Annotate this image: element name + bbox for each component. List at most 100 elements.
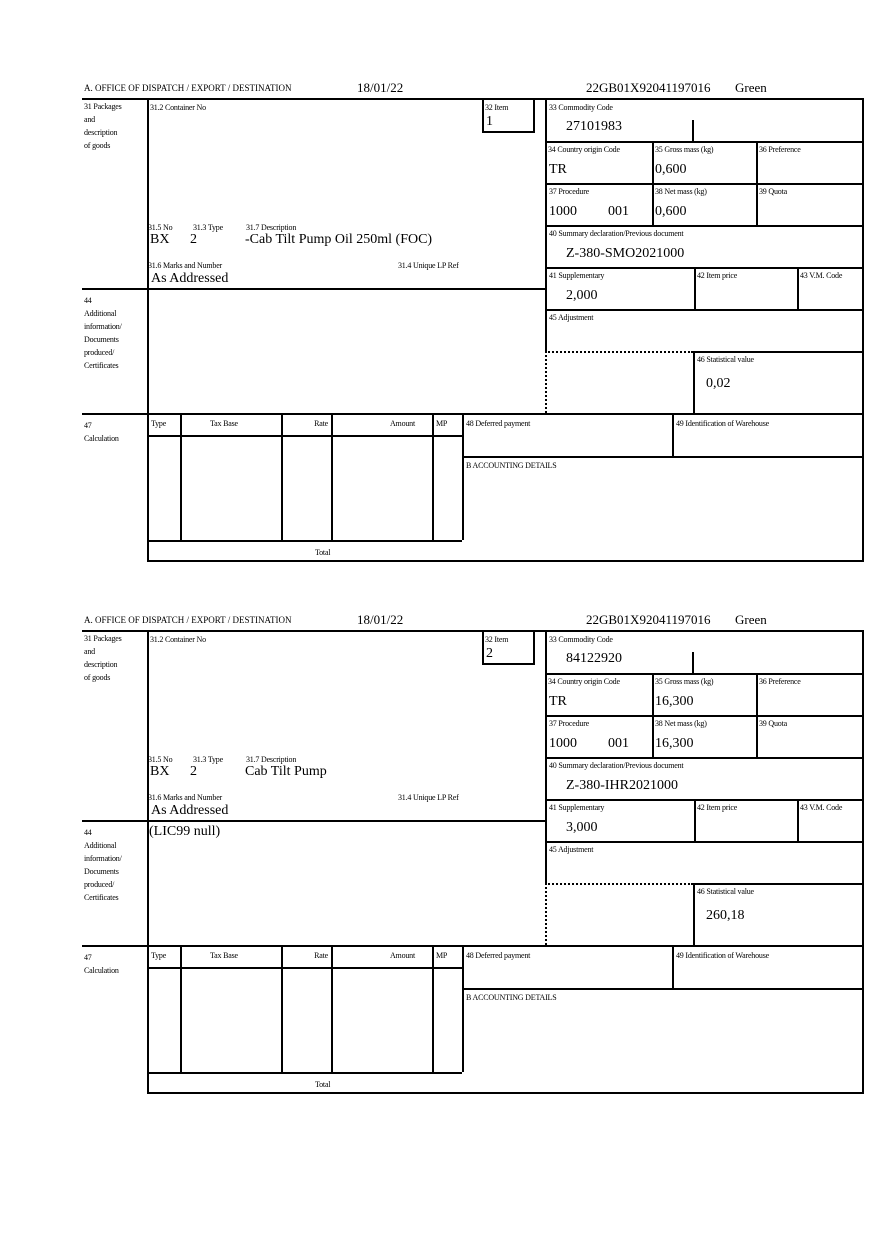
no-value: BX [150, 764, 170, 779]
divider [756, 141, 758, 225]
divider [797, 799, 799, 841]
divider [545, 630, 547, 883]
calc-tax-base-header: Tax Base [210, 419, 238, 428]
warehouse-label: 49 Identification of Warehouse [676, 951, 769, 960]
divider [693, 351, 862, 353]
divider [672, 945, 674, 988]
divider [545, 183, 862, 185]
label-line: Additional [84, 841, 117, 850]
label-line: description [84, 660, 118, 669]
divider [281, 413, 283, 540]
divider [545, 673, 862, 675]
item-label: 32 Item [485, 103, 509, 112]
divider [533, 630, 535, 663]
divider [862, 98, 864, 562]
divider [482, 131, 535, 133]
warehouse-label: 49 Identification of Warehouse [676, 419, 769, 428]
divider [862, 630, 864, 1094]
divider [82, 945, 862, 947]
divider [797, 267, 799, 309]
divider [545, 715, 862, 717]
marks-value: As Addressed [151, 271, 229, 286]
divider [432, 413, 434, 540]
dotted-divider [545, 883, 693, 885]
label-line: of goods [84, 141, 111, 150]
divider [147, 98, 149, 562]
type-label: 31.3 Type [193, 755, 223, 764]
calc-type-header: Type [151, 951, 167, 960]
divider [147, 967, 462, 969]
calc-tax-base-header: Tax Base [210, 951, 238, 960]
country-origin-value: TR [549, 694, 567, 709]
accounting-details-label: B ACCOUNTING DETAILS [466, 993, 557, 1002]
route-status: Green [735, 80, 767, 95]
description-value: Cab Tilt Pump [245, 764, 327, 779]
summary-decl-value: Z-380-IHR2021000 [566, 778, 678, 793]
divider [82, 630, 862, 632]
description-label: 31.7 Description [246, 223, 297, 232]
net-mass-label: 38 Net mass (kg) [655, 187, 707, 196]
summary-decl-label: 40 Summary declaration/Previous document [549, 229, 684, 238]
divider [545, 225, 862, 227]
deferred-payment-label: 48 Deferred payment [466, 951, 531, 960]
divider [545, 267, 862, 269]
divider [462, 945, 464, 1072]
divider [82, 820, 545, 822]
calc-type-header: Type [151, 419, 167, 428]
vm-code-label: 43 V.M. Code [800, 803, 843, 812]
dotted-divider [545, 351, 547, 413]
supplementary-value: 3,000 [566, 820, 598, 835]
divider [82, 288, 545, 290]
net-mass-label: 38 Net mass (kg) [655, 719, 707, 728]
commodity-code-value: 84122920 [566, 651, 622, 666]
type-label: 31.3 Type [193, 223, 223, 232]
preference-label: 36 Preference [759, 145, 801, 154]
label-line: description [84, 128, 118, 137]
net-mass-value: 0,600 [655, 204, 687, 219]
label-line: Certificates [84, 893, 119, 902]
container-no-label: 31.2 Container No [150, 103, 206, 112]
procedure-extra-value: 001 [608, 736, 629, 751]
label-line: of goods [84, 673, 111, 682]
calc-rate-header: Rate [314, 951, 328, 960]
divider [545, 841, 862, 843]
divider [462, 988, 862, 990]
divider [331, 945, 333, 1072]
procedure-label: 37 Procedure [549, 187, 590, 196]
office-label: A. OFFICE OF DISPATCH / EXPORT / DESTINA… [84, 615, 292, 625]
procedure-label: 37 Procedure [549, 719, 590, 728]
divider [281, 945, 283, 1072]
net-mass-value: 16,300 [655, 736, 694, 751]
box31-label: 31 Packages and description of goods [84, 632, 122, 684]
divider [545, 98, 547, 351]
total-label: Total [315, 1080, 331, 1089]
dotted-divider [545, 351, 693, 353]
label-line: Documents [84, 867, 119, 876]
commodity-code-value: 27101983 [566, 119, 622, 134]
divider [147, 630, 149, 1094]
supplementary-label: 41 Supplementary [549, 803, 605, 812]
label-line: 47 [84, 421, 92, 430]
divider [694, 799, 696, 841]
adjustment-label: 45 Adjustment [549, 845, 594, 854]
divider [147, 560, 864, 562]
reference-number: 22GB01X92041197016 [586, 612, 711, 627]
statistical-value: 260,18 [706, 908, 745, 923]
divider [692, 120, 694, 141]
box47-label: 47 Calculation [84, 951, 119, 977]
procedure-extra-value: 001 [608, 204, 629, 219]
date: 18/01/22 [357, 612, 404, 627]
deferred-payment-label: 48 Deferred payment [466, 419, 531, 428]
description-label: 31.7 Description [246, 755, 297, 764]
marks-label: 31.6 Marks and Number [148, 793, 223, 802]
summary-decl-value: Z-380-SMO2021000 [566, 246, 685, 261]
declaration-item-form: A. OFFICE OF DISPATCH / EXPORT / DESTINA… [0, 80, 882, 570]
divider [147, 1072, 462, 1074]
summary-decl-label: 40 Summary declaration/Previous document [549, 761, 684, 770]
divider [180, 413, 182, 540]
label-line: Calculation [84, 966, 119, 975]
divider [147, 540, 462, 542]
type-value: 2 [190, 232, 197, 247]
divider [432, 945, 434, 1072]
calc-mp-header: MP [436, 419, 448, 428]
